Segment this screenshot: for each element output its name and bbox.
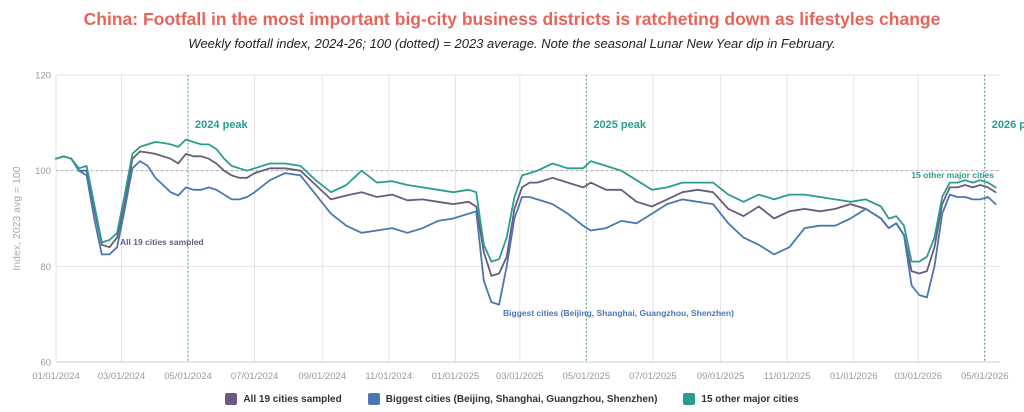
legend-label-all: All 19 cities sampled <box>243 393 342 405</box>
series-label-other: 15 other major cities <box>911 170 994 180</box>
legend-item-other[interactable]: 15 other major cities <box>683 393 799 405</box>
legend: All 19 cities sampled Biggest cities (Be… <box>0 393 1024 405</box>
chart-subtitle: Weekly footfall index, 2024-26; 100 (dot… <box>188 36 836 51</box>
y-tick-label: 80 <box>40 262 51 273</box>
y-tick-label: 120 <box>35 71 51 82</box>
y-tick-label: 60 <box>40 358 51 369</box>
peak-annotation: 2025 peak <box>593 119 646 131</box>
x-tick-label: 05/01/2025 <box>563 371 611 382</box>
x-tick-label: 11/01/2024 <box>365 371 412 382</box>
x-tick-label: 11/01/2025 <box>764 371 811 382</box>
series-line-other <box>55 138 997 263</box>
y-tick-label: 100 <box>35 166 51 177</box>
x-tick-label: 01/01/2025 <box>432 371 480 382</box>
series-label-all: All 19 cities sampled <box>120 237 204 247</box>
series-label-big: Biggest cities (Beijing, Shanghai, Guang… <box>503 308 734 318</box>
x-tick-label: 03/01/2025 <box>496 371 544 382</box>
legend-item-big[interactable]: Biggest cities (Beijing, Shanghai, Guang… <box>367 393 658 405</box>
x-tick-label: 09/01/2024 <box>299 371 347 382</box>
legend-swatch-all <box>225 393 238 405</box>
x-tick-label: 01/01/2024 <box>32 371 80 382</box>
legend-swatch-other <box>683 393 696 405</box>
x-tick-label: 05/01/2026 <box>961 371 1009 382</box>
series-line-big <box>55 155 997 306</box>
legend-label-big: Biggest cities (Beijing, Shanghai, Guang… <box>385 393 658 405</box>
legend-item-all[interactable]: All 19 cities sampled <box>225 393 342 405</box>
x-tick-label: 07/01/2025 <box>629 371 677 382</box>
x-tick-label: 09/01/2025 <box>697 371 745 382</box>
line-chart: 60 80 100 120 01/01/2024 03/01/2024 05/01/2024… <box>11 71 1024 383</box>
chart-title: China: Footfall in the most important bi… <box>83 9 941 29</box>
y-axis-title: Index, 2023 avg = 100 <box>11 166 23 270</box>
legend-swatch-big <box>367 393 380 405</box>
x-tick-label: 07/01/2024 <box>231 371 279 382</box>
x-tick-label: 01/01/2026 <box>830 371 878 382</box>
peak-annotation: 2024 peak <box>195 119 248 131</box>
x-tick-label: 05/01/2024 <box>164 371 212 382</box>
series-line-all <box>55 150 997 277</box>
x-tick-label: 03/01/2024 <box>98 371 146 382</box>
x-tick-label: 03/01/2026 <box>894 371 942 382</box>
legend-label-other: 15 other major cities <box>701 393 799 405</box>
peak-annotation: 2026 peak? <box>992 119 1024 131</box>
